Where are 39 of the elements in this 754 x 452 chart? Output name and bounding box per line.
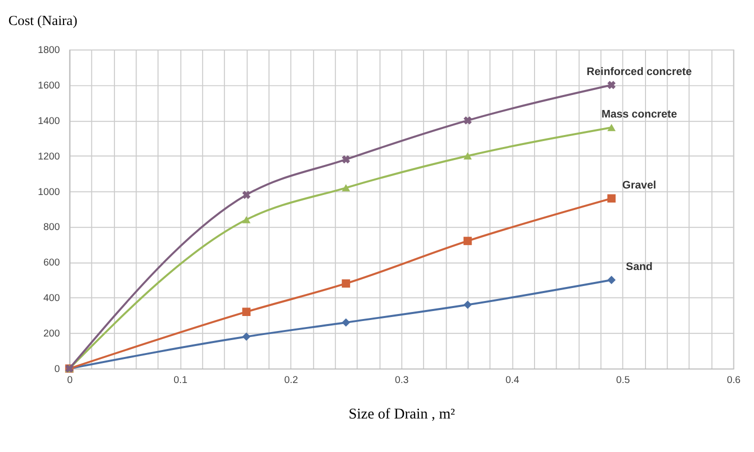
point xyxy=(342,279,350,288)
series-label: Mass concrete xyxy=(601,108,678,121)
y-tick-label: 1200 xyxy=(38,151,60,162)
point xyxy=(607,276,616,284)
x-tick-label: 0.5 xyxy=(616,374,630,386)
y-tick-label: 600 xyxy=(43,258,60,269)
point xyxy=(342,155,350,164)
x-tick-label: 0.3 xyxy=(394,374,410,386)
y-axis-title: Cost (Naira) xyxy=(8,14,78,30)
x-axis-title: Size of Drain , m² xyxy=(348,406,456,423)
point xyxy=(607,194,616,203)
series-label: Sand xyxy=(626,261,653,274)
y-tick-label: 400 xyxy=(43,293,60,304)
point xyxy=(464,152,472,160)
x-tick-label: 0.2 xyxy=(284,374,298,386)
point xyxy=(464,236,472,246)
point xyxy=(464,300,472,309)
point xyxy=(607,80,616,90)
point xyxy=(342,318,350,327)
y-tick-label: 1600 xyxy=(38,80,60,92)
x-tick-label: 0.4 xyxy=(506,374,520,386)
y-tick-label: 800 xyxy=(43,222,60,234)
point xyxy=(242,308,251,316)
point xyxy=(607,124,616,132)
y-tick-label: 1000 xyxy=(38,186,60,198)
point xyxy=(464,116,472,125)
point xyxy=(242,190,250,199)
y-tick-label: 1400 xyxy=(38,116,60,127)
y-tick-label: 0 xyxy=(54,364,60,376)
y-tick-label: 1800 xyxy=(38,44,60,56)
point xyxy=(242,216,251,224)
x-tick-label: 0 xyxy=(67,374,74,386)
series-label: Gravel xyxy=(622,180,656,192)
series-label: Reinforced concrete xyxy=(586,66,692,78)
y-tick-label: 200 xyxy=(43,328,60,340)
x-tick-label: 0.1 xyxy=(174,374,188,386)
point xyxy=(342,184,350,192)
x-tick-label: 0.6 xyxy=(726,374,742,386)
point xyxy=(242,332,251,341)
